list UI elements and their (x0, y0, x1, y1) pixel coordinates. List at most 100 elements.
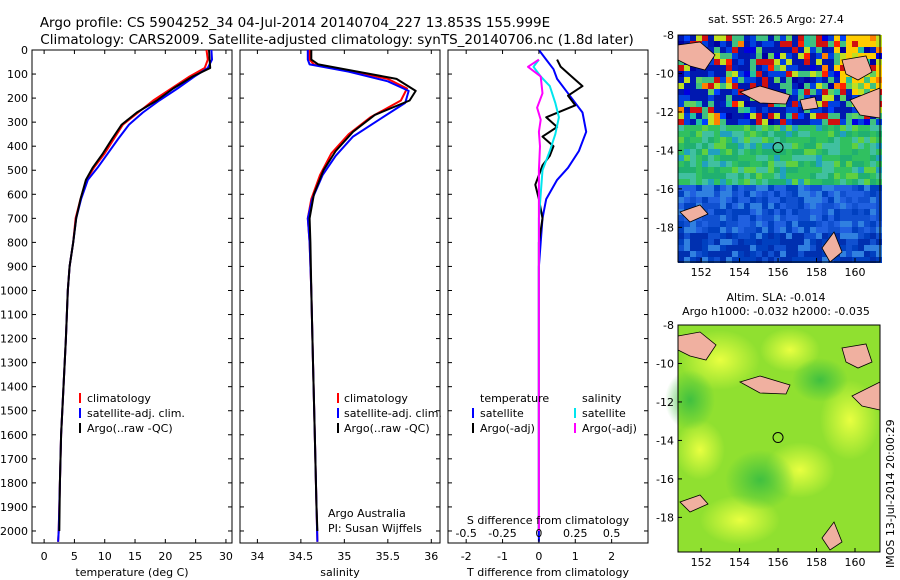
sst-cell (684, 65, 690, 71)
sst-cell (876, 215, 882, 221)
sst-cell (732, 107, 738, 113)
map-y-tick-label: -12 (656, 396, 674, 409)
sst-cell (690, 107, 696, 113)
sst-cell (762, 53, 768, 59)
sst-cell (708, 83, 714, 89)
sst-cell (732, 125, 738, 131)
sst-cell (870, 221, 876, 227)
argo-australia-note: Argo Australia (328, 507, 406, 520)
x-tick-label: 25 (189, 550, 203, 563)
sst-cell (738, 257, 744, 263)
sst-cell (870, 173, 876, 179)
sst-cell (786, 161, 792, 167)
sst-cell (810, 227, 816, 233)
sst-cell (708, 41, 714, 47)
difference-legend: temperature salinity satellite Argo(-adj… (472, 392, 637, 435)
sst-cell (816, 185, 822, 191)
sst-cell (696, 233, 702, 239)
sst-cell (846, 41, 852, 47)
sst-cell (744, 59, 750, 65)
x-tick-label: 2 (608, 550, 615, 563)
sst-cell (810, 245, 816, 251)
sst-cell (786, 221, 792, 227)
sst-cell (690, 251, 696, 257)
sst-cell (780, 65, 786, 71)
sst-cell (702, 137, 708, 143)
sst-cell (726, 119, 732, 125)
sst-cell (714, 113, 720, 119)
sst-cell (702, 155, 708, 161)
sst-cell (744, 107, 750, 113)
sst-cell (768, 35, 774, 41)
map-y-tick-label: -12 (656, 106, 674, 119)
sst-cell (768, 47, 774, 53)
sst-cell (816, 239, 822, 245)
sst-cell (804, 167, 810, 173)
sst-cell (762, 251, 768, 257)
sst-cell (768, 221, 774, 227)
sst-cell (762, 233, 768, 239)
sst-cell (798, 161, 804, 167)
sst-cell (840, 77, 846, 83)
figure-title-line-2: Climatology: CARS2009. Satellite-adjuste… (40, 32, 633, 48)
sst-cell (720, 155, 726, 161)
sst-cell (714, 137, 720, 143)
sst-cell (870, 197, 876, 203)
sst-cell (846, 137, 852, 143)
sst-cell (690, 173, 696, 179)
sst-cell (876, 233, 882, 239)
sst-cell (756, 107, 762, 113)
sst-cell (708, 233, 714, 239)
sst-cell (720, 143, 726, 149)
sst-cell (864, 137, 870, 143)
sst-cell (720, 77, 726, 83)
sst-cell (876, 35, 882, 41)
sst-cell (756, 119, 762, 125)
sst-cell (708, 239, 714, 245)
series-line-argo-raw-qc- (58, 49, 212, 532)
y-tick-label: 300 (7, 116, 28, 129)
sst-cell (804, 197, 810, 203)
sst-cell (798, 197, 804, 203)
sst-cell (750, 65, 756, 71)
sst-cell (846, 167, 852, 173)
sst-cell (684, 143, 690, 149)
sst-cell (744, 155, 750, 161)
sst-cell (768, 155, 774, 161)
sst-cell (750, 125, 756, 131)
top-x-tick-label: -0.5 (455, 527, 476, 540)
land-polygon (841, 55, 873, 81)
sst-cell (828, 179, 834, 185)
sst-cell (792, 113, 798, 119)
salinity-xlabel: salinity (320, 566, 360, 579)
sst-cell (846, 149, 852, 155)
sst-cell (684, 113, 690, 119)
sst-cell (780, 185, 786, 191)
sst-cell (834, 173, 840, 179)
sst-cell (780, 179, 786, 185)
sst-cell (816, 119, 822, 125)
sst-cell (750, 119, 756, 125)
sst-cell (858, 125, 864, 131)
sst-cell (738, 41, 744, 47)
sst-cell (786, 131, 792, 137)
sst-cell (726, 203, 732, 209)
sst-cell (864, 155, 870, 161)
sst-cell (762, 35, 768, 41)
sst-cell (822, 107, 828, 113)
sst-cell (750, 233, 756, 239)
sst-cell (690, 101, 696, 107)
sst-cell (786, 101, 792, 107)
temperature-axes (31, 49, 233, 544)
sst-cell (780, 233, 786, 239)
sst-cell (762, 71, 768, 77)
salinity-panel: 34 34.5 35 35.5 36 salinity climatology sate… (239, 49, 442, 579)
sst-cell (840, 239, 846, 245)
sst-cell (762, 203, 768, 209)
sst-cell (780, 35, 786, 41)
sst-cell (870, 53, 876, 59)
sst-cell (750, 251, 756, 257)
sst-cell (726, 161, 732, 167)
sst-cell (852, 227, 858, 233)
sst-cell (852, 89, 858, 95)
